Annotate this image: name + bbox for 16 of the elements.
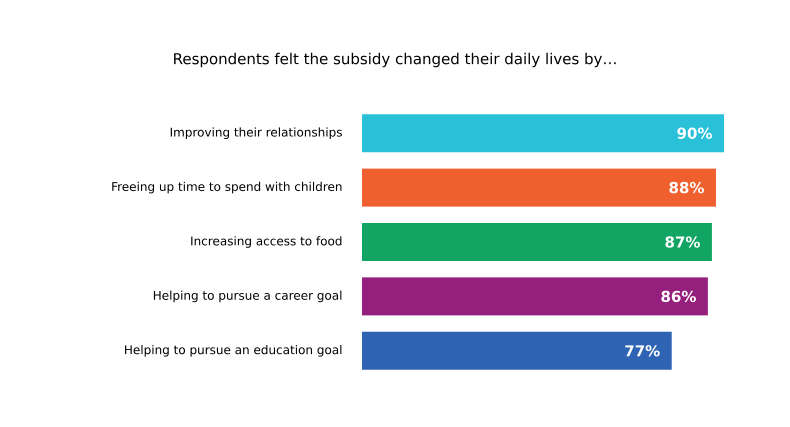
bar xyxy=(362,332,672,370)
data-label: 88% xyxy=(669,182,704,194)
y-tick-label: Helping to pursue a career goal xyxy=(154,290,342,302)
data-label: 90% xyxy=(677,128,712,139)
y-tick-label: Helping to pursue an education goal xyxy=(125,344,342,357)
chart-title: Respondents felt the subsidy changed their daily lives by… xyxy=(174,52,616,68)
data-label: 87% xyxy=(665,236,700,248)
y-tick-label: Improving their relationships xyxy=(170,127,342,139)
y-tick-label: Increasing access to food xyxy=(191,236,342,248)
bar xyxy=(362,168,716,207)
data-label: 77% xyxy=(625,345,660,356)
bar xyxy=(362,114,724,152)
y-tick-label: Freeing up time to spend with children xyxy=(112,182,342,194)
bar xyxy=(362,277,708,316)
bar xyxy=(362,222,712,261)
data-label: 86% xyxy=(661,290,696,302)
